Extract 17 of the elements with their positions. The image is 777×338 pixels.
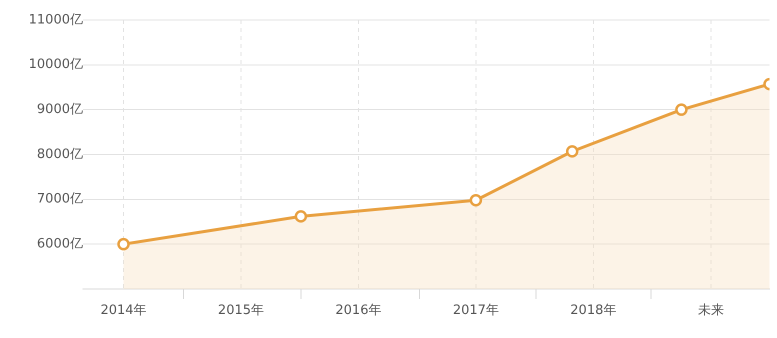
point (566, 145, 578, 158)
point (294, 210, 308, 223)
y-tick-label: 10000亿 (28, 57, 83, 72)
y-tick-label: 7000亿 (36, 192, 83, 207)
x-tick-label: 2016年 (335, 303, 382, 318)
point (470, 194, 482, 206)
y-tick-label: 9000亿 (36, 102, 83, 118)
x-tick-label: 2015年 (218, 303, 264, 318)
x-tick-label: 未来 (698, 303, 724, 318)
point (675, 103, 688, 116)
y-tick-label: 8000亿 (36, 146, 83, 162)
y-tick-label: 6000亿 (36, 236, 83, 252)
x-tick-label: 2018年 (570, 303, 616, 318)
x-tick-label: 2014年 (100, 303, 147, 318)
point (117, 238, 130, 250)
x-tick-label: 2017年 (452, 303, 499, 318)
y-tick-label: 11000亿 (28, 12, 83, 28)
